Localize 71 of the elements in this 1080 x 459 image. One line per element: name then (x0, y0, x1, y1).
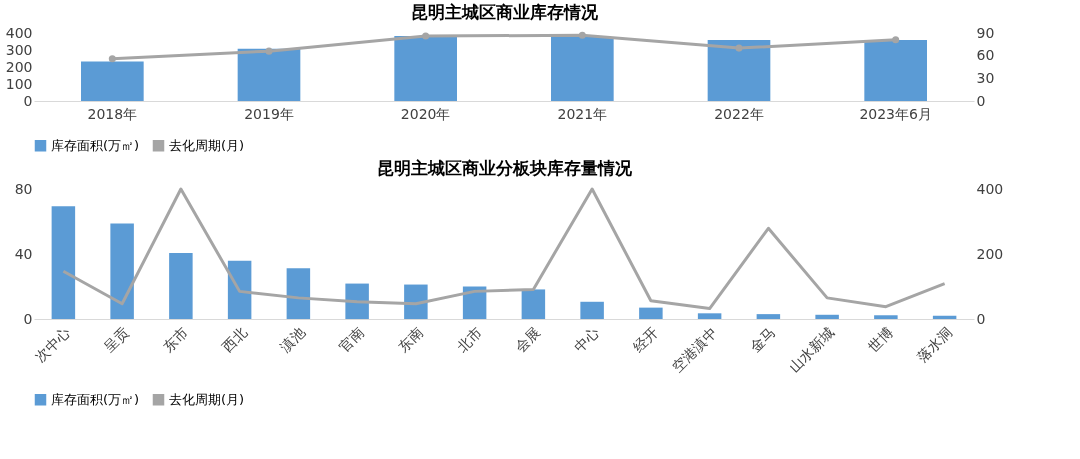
bar (227, 260, 252, 319)
y-tick-label: 80 (14, 180, 33, 197)
point (265, 47, 273, 55)
x-tick-label: 世博 (864, 324, 896, 356)
x-tick-label: 2019年 (244, 105, 294, 122)
bar (697, 313, 722, 319)
y2-tick-label: 60 (976, 47, 995, 64)
x-tick-label: 中心 (570, 324, 603, 356)
x-tick-label: 官南 (335, 324, 368, 356)
x-tick-label: 次中心 (32, 324, 74, 366)
x-tick-label: 落水洞 (913, 324, 955, 366)
y2-tick-label: 400 (976, 180, 1004, 197)
bar (237, 48, 301, 101)
y-tick-label: 300 (5, 41, 33, 58)
x-tick-label: 2020年 (400, 105, 451, 122)
legend-label: 去化周期(月) (169, 137, 245, 153)
y2-tick-label: 200 (976, 245, 1004, 262)
bar (815, 314, 839, 319)
x-tick-label: 2021年 (557, 105, 608, 122)
chart-title: 昆明主城区商业库存情况 (410, 2, 599, 22)
x-tick-label: 北市 (453, 324, 485, 356)
point (735, 44, 743, 52)
x-tick-label: 山水新城 (786, 324, 838, 375)
y-tick-label: 200 (5, 58, 33, 75)
legend-label: 库存面积(万㎡) (51, 391, 140, 407)
x-tick-label: 2022年 (714, 105, 764, 122)
bar (580, 301, 604, 319)
point (578, 31, 586, 39)
x-tick-label: 会展 (512, 324, 544, 356)
x-tick-label: 空港滇中 (668, 324, 720, 375)
x-tick-label: 2018年 (87, 105, 138, 122)
x-tick-label: 金马 (747, 324, 779, 356)
x-tick-label: 滇池 (277, 324, 309, 356)
bar (932, 315, 957, 319)
x-tick-label: 2023年6月 (859, 105, 932, 122)
bar (864, 39, 927, 101)
bar (639, 307, 663, 319)
y-tick-label: 40 (14, 245, 33, 262)
legend-label: 去化周期(月) (169, 391, 245, 407)
bar (707, 39, 771, 101)
bar (756, 314, 781, 319)
legend-label: 库存面积(万㎡) (51, 137, 140, 153)
x-tick-label: 西北 (218, 324, 250, 356)
bar (404, 284, 428, 319)
x-tick-label: 呈贡 (100, 324, 133, 356)
y2-tick-label: 90 (976, 24, 995, 41)
line-series (61, 187, 947, 311)
bar (394, 35, 457, 101)
y-tick-label: 100 (5, 75, 33, 92)
point (108, 55, 116, 63)
bar (110, 223, 134, 319)
x-tick-label: 东南 (394, 324, 426, 356)
chart-title: 昆明主城区商业分板块库存量情况 (376, 158, 633, 178)
point (892, 36, 900, 44)
point (422, 32, 430, 40)
y2-tick-label: 0 (976, 310, 986, 327)
bar (169, 253, 193, 319)
bar (81, 61, 144, 101)
bar (345, 283, 369, 319)
bar (286, 268, 311, 319)
y-tick-label: 400 (5, 24, 33, 41)
x-tick-label: 东市 (159, 324, 191, 356)
bar (521, 289, 546, 319)
y-tick-label: 0 (23, 310, 33, 327)
x-tick-label: 经开 (629, 324, 661, 356)
bar (551, 36, 614, 101)
bar (51, 206, 76, 319)
y-tick-label: 0 (23, 92, 33, 109)
y2-tick-label: 0 (976, 92, 986, 109)
bar (874, 315, 898, 319)
y2-tick-label: 30 (976, 69, 995, 86)
